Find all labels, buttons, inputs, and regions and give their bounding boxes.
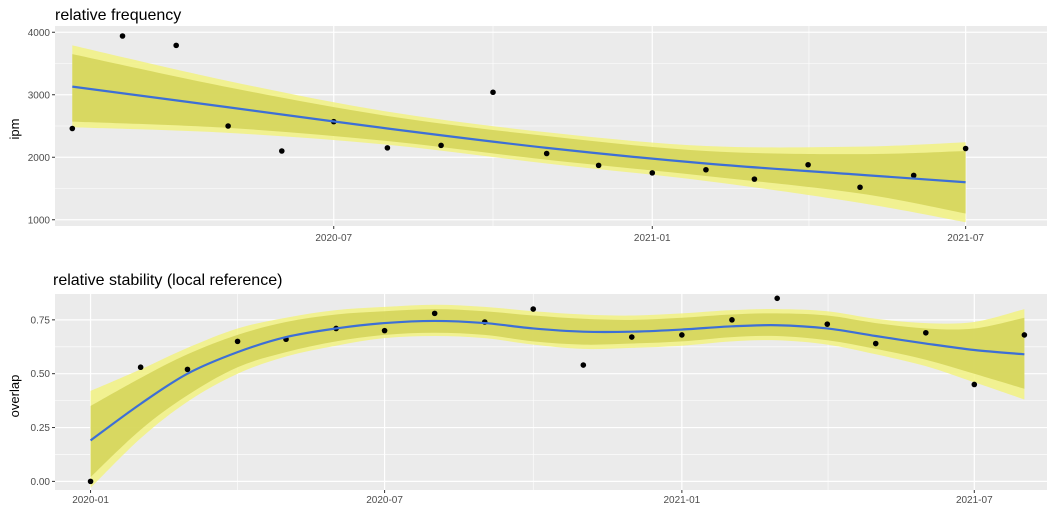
data-point [278,148,285,154]
data-point [381,327,388,334]
data-point [805,161,811,168]
x-tick-label: 2020-07 [366,495,403,506]
data-point [530,306,537,312]
data-point [580,362,587,368]
y-tick-label: 3000 [28,90,51,101]
data-point [729,317,735,323]
x-tick-label: 2021-07 [956,495,993,506]
chart-title: relative stability (local reference) [53,272,282,289]
y-tick-label: 0.00 [31,477,51,488]
data-point [431,310,438,317]
data-point [137,364,144,371]
data-point [910,172,917,179]
data-point [119,33,126,39]
data-point [628,334,635,340]
y-axis-label: ipm [7,119,22,140]
data-point [87,478,94,485]
y-tick-label: 0.25 [31,423,51,434]
data-point [703,166,709,173]
data-point [872,340,879,347]
data-point [857,184,863,191]
y-tick-label: 0.50 [31,369,51,380]
confidence-band-inner [72,54,966,214]
y-tick-label: 1000 [28,215,51,226]
data-point [751,176,758,182]
x-tick-label: 2020-01 [72,495,109,506]
x-tick-label: 2020-07 [315,233,352,244]
y-tick-label: 4000 [28,28,51,39]
confidence-band-inner [90,309,1025,478]
data-point [962,145,969,152]
data-point [234,338,241,345]
chart-panel-relative-stability: relative stability (local reference) ove… [7,272,1047,506]
data-point [490,89,496,96]
chart-title: relative frequency [55,7,181,24]
data-point [69,125,76,132]
data-point [225,123,231,129]
data-point [1021,332,1028,338]
data-point [971,381,978,388]
data-point [923,329,929,336]
data-point [173,42,179,49]
x-tick-label: 2021-01 [634,233,671,244]
data-point [543,150,550,157]
x-tick-label: 2021-01 [664,495,701,506]
y-tick-label: 2000 [28,153,51,164]
chart-panel-relative-frequency: relative frequency ipm 1000 2000 3000 4000 2… [7,7,1047,244]
smooth-line [72,85,966,184]
y-axis-label: overlap [7,375,22,418]
smooth-line [89,319,1025,442]
data-point [774,295,780,302]
data-point [184,366,191,373]
data-point [649,170,656,176]
data-point [438,142,444,149]
data-point [679,332,685,338]
x-tick-label: 2021-07 [947,233,984,244]
data-point [595,162,602,169]
y-tick-label: 0.75 [31,315,51,326]
data-point [824,321,831,327]
data-point [384,145,391,151]
